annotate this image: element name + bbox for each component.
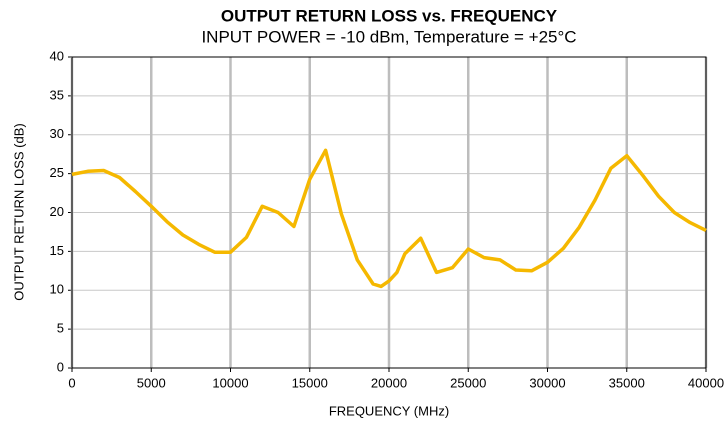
x-tick-label: 35000 (609, 375, 645, 390)
x-tick-label: 40000 (688, 375, 724, 390)
y-tick-label: 20 (50, 204, 64, 219)
chart-subtitle: INPUT POWER = -10 dBm, Temperature = +25… (201, 27, 576, 46)
y-tick-label: 5 (57, 321, 64, 336)
plot-frame (71, 56, 707, 369)
y-tick-label: 0 (57, 359, 64, 374)
chart-title: OUTPUT RETURN LOSS vs. FREQUENCY (221, 6, 558, 25)
x-tick-label: 20000 (371, 375, 407, 390)
y-tick-label: 35 (50, 87, 64, 102)
x-tick-label: 10000 (212, 375, 248, 390)
x-tick-label: 25000 (450, 375, 486, 390)
y-tick-label: 40 (50, 48, 64, 63)
series-line (71, 148, 707, 289)
x-tick-label: 30000 (529, 375, 565, 390)
y-tick-label: 15 (50, 243, 64, 258)
x-axis-label: FREQUENCY (MHz) (329, 403, 449, 418)
x-tick-label: 5000 (137, 375, 166, 390)
x-tick-label: 0 (68, 375, 75, 390)
y-axis-label: OUTPUT RETURN LOSS (dB) (11, 123, 26, 300)
y-tick-label: 25 (50, 165, 64, 180)
y-tick-label: 30 (50, 126, 64, 141)
y-tick-label: 10 (50, 282, 64, 297)
x-tick-label: 15000 (292, 375, 328, 390)
